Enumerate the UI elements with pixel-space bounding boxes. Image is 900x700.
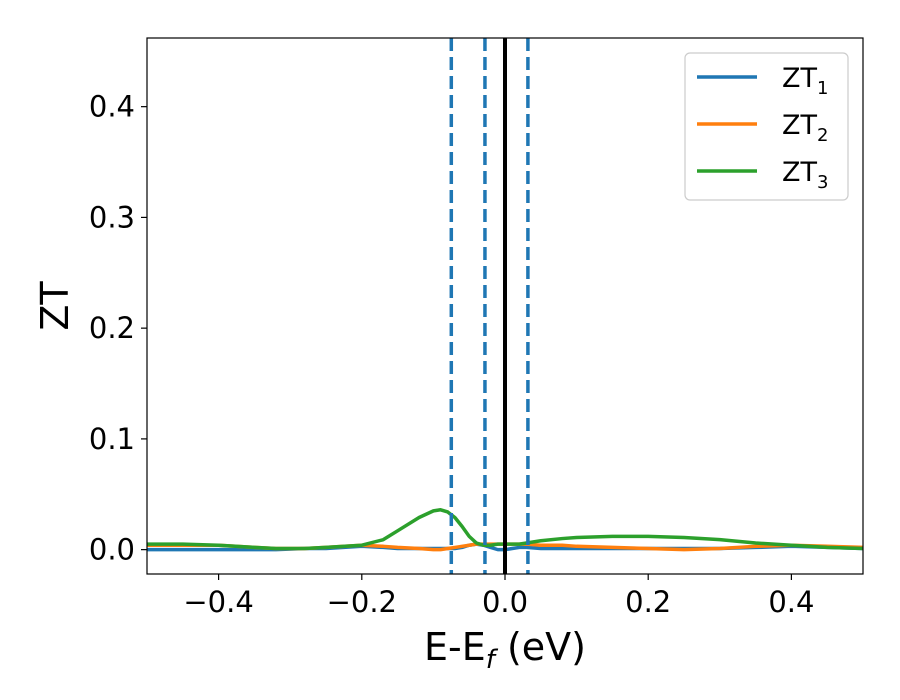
x-axis-label-unit: (eV) — [495, 625, 586, 669]
legend-label-zt2: ZT2 — [782, 110, 828, 146]
plot-area — [147, 38, 863, 574]
y-tick-label: 0.2 — [89, 311, 135, 345]
y-tick-label: 0.4 — [89, 90, 135, 124]
y-tick-label: 0.0 — [89, 533, 135, 567]
x-axis: −0.4 −0.2 0.0 0.2 0.4 — [183, 574, 814, 619]
x-tick-label: −0.4 — [183, 585, 253, 619]
x-tick-label: 0.4 — [768, 585, 814, 619]
y-tick-label: 0.3 — [89, 200, 135, 234]
x-axis-label: E-Ef (eV) — [424, 625, 586, 675]
y-axis-label: ZT — [33, 281, 77, 331]
legend-label-zt1: ZT1 — [782, 63, 828, 99]
y-tick-label: 0.1 — [89, 422, 135, 456]
x-tick-label: −0.2 — [327, 585, 397, 619]
legend-box — [684, 52, 849, 201]
x-axis-label-main: E-E — [424, 625, 486, 669]
legend-label-zt3: ZT3 — [782, 157, 828, 193]
legend: ZT1 ZT2 ZT3 — [684, 52, 849, 201]
plot-content — [147, 38, 863, 574]
x-tick-label: 0.0 — [482, 585, 528, 619]
y-axis: 0.0 0.1 0.2 0.3 0.4 — [89, 90, 147, 567]
x-tick-label: 0.2 — [625, 585, 671, 619]
series-line-zt3 — [147, 508, 863, 551]
